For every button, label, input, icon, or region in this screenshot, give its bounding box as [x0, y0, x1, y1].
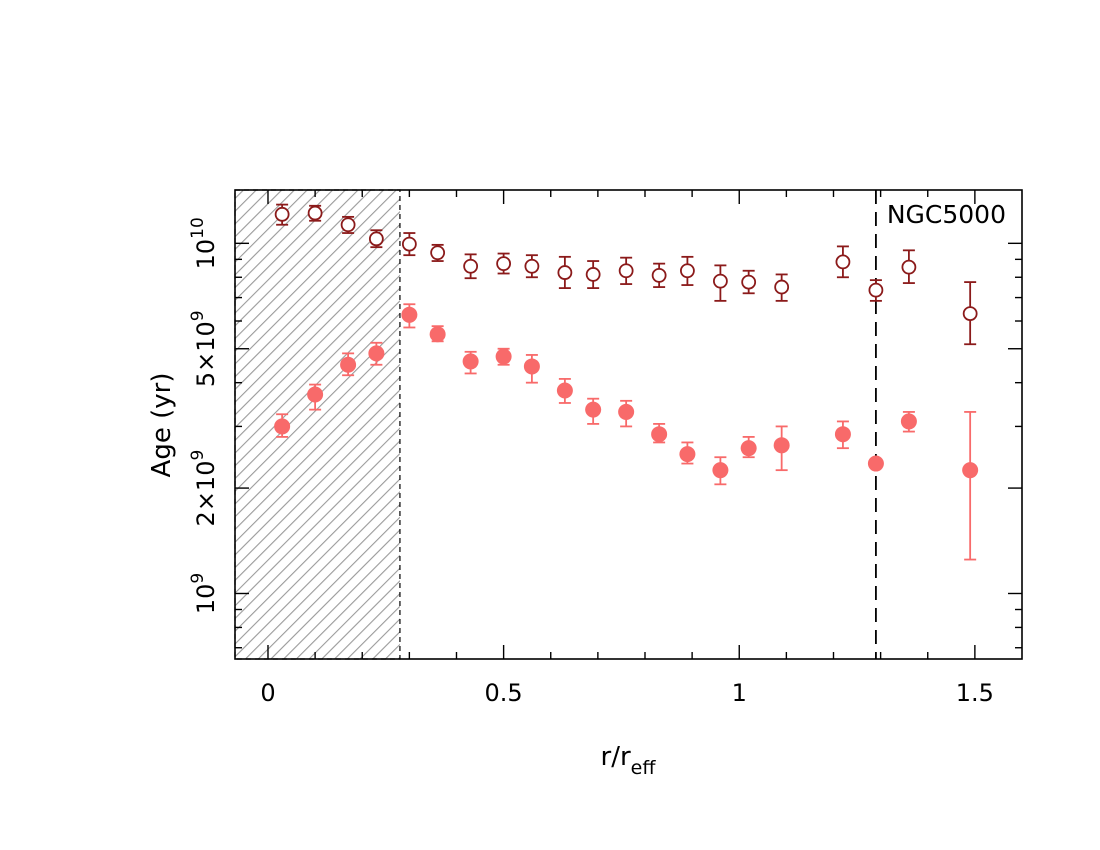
- data-point-filled: [462, 353, 479, 370]
- data-point-open: [340, 217, 356, 233]
- data-point-open: [401, 236, 417, 252]
- data-point-open: [368, 231, 384, 247]
- data-point-open: [680, 263, 695, 279]
- data-point-filled: [274, 418, 291, 435]
- data-point-filled: [900, 413, 917, 430]
- data-point-open: [774, 279, 790, 295]
- annotation-label: NGC5000: [887, 200, 1006, 229]
- x-axis-label-main: r/r: [601, 742, 631, 772]
- y-tick-label: 1010: [188, 217, 220, 269]
- x-tick-label: 1: [732, 679, 747, 707]
- shaded-region-layer: [234, 189, 401, 660]
- data-point-open: [835, 254, 851, 270]
- data-point-open: [868, 282, 884, 298]
- plot-frame: [234, 189, 1023, 660]
- data-point-filled: [495, 348, 512, 365]
- series-1: [274, 203, 978, 346]
- data-point-open: [524, 258, 540, 274]
- x-axis-label-sub: eff: [631, 757, 657, 779]
- data-point-filled: [651, 426, 668, 443]
- data-point-filled: [429, 326, 446, 343]
- data-point-open: [274, 206, 290, 222]
- data-point-filled: [401, 306, 418, 323]
- data-point-filled: [585, 401, 602, 418]
- series-2: [274, 303, 979, 561]
- data-point-open: [741, 274, 757, 290]
- data-point-open: [651, 267, 667, 283]
- data-point-filled: [523, 358, 540, 375]
- y-axis-label: Age (yr): [147, 373, 177, 478]
- data-point-filled: [712, 462, 729, 479]
- data-point-filled: [679, 446, 696, 463]
- data-point-filled: [340, 356, 357, 373]
- data-point-open: [557, 265, 573, 280]
- y-tick-label: 5×109: [188, 310, 220, 387]
- shaded-region: [234, 189, 401, 660]
- x-tick-label: 0: [260, 679, 275, 707]
- data-point-filled: [834, 426, 851, 443]
- y-tick-label: 109: [188, 573, 220, 614]
- data-point-open: [901, 259, 917, 275]
- ticks-layer: 0 0.5 1 1.5 109 2×109 5×109 1010: [188, 190, 1022, 707]
- data-point-filled: [867, 455, 884, 472]
- data-point-open: [962, 306, 978, 321]
- data-point-filled: [307, 386, 324, 403]
- data-point-open: [585, 267, 601, 282]
- y-tick-label: 2×109: [188, 450, 220, 527]
- data-point-filled: [556, 382, 573, 399]
- data-point-filled: [618, 403, 635, 420]
- data-point-open: [496, 256, 512, 272]
- data-point-filled: [773, 437, 790, 454]
- series-layer: [274, 203, 979, 561]
- x-tick-label: 1.5: [956, 679, 994, 707]
- data-point-filled: [368, 345, 385, 362]
- data-point-open: [463, 258, 479, 274]
- data-point-open: [712, 273, 728, 289]
- data-point-filled: [962, 462, 979, 479]
- data-point-filled: [740, 440, 757, 457]
- x-tick-label: 0.5: [485, 679, 523, 707]
- x-axis-label: r/reff: [601, 742, 657, 779]
- data-point-open: [430, 245, 446, 261]
- data-point-open: [307, 205, 323, 221]
- data-point-open: [618, 263, 634, 279]
